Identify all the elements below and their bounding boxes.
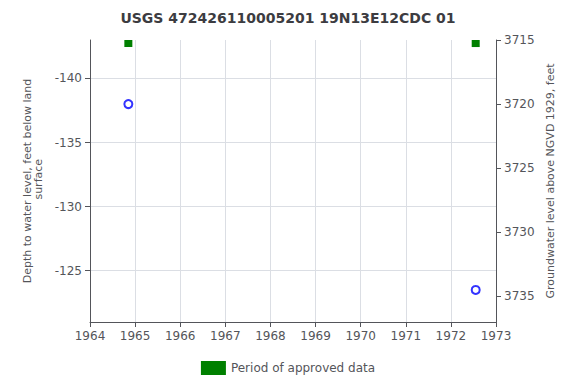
- svg-text:3730: 3730: [504, 225, 535, 239]
- svg-text:1971: 1971: [391, 329, 422, 343]
- svg-text:1965: 1965: [120, 329, 151, 343]
- svg-text:USGS 472426110005201 19N13E12C: USGS 472426110005201 19N13E12CDC 01: [120, 10, 455, 26]
- svg-text:1969: 1969: [300, 329, 331, 343]
- svg-text:-125: -125: [55, 264, 82, 278]
- svg-text:3735: 3735: [504, 289, 535, 303]
- svg-text:-130: -130: [55, 200, 82, 214]
- svg-text:Groundwater level above NGVD 1: Groundwater level above NGVD 1929, feet: [544, 63, 557, 299]
- svg-text:-135: -135: [55, 136, 82, 150]
- svg-text:Depth to water level, feet bel: Depth to water level, feet below land: [20, 78, 34, 284]
- svg-text:3725: 3725: [504, 161, 535, 175]
- svg-text:1964: 1964: [75, 329, 106, 343]
- svg-text:1967: 1967: [210, 329, 241, 343]
- svg-text:1966: 1966: [165, 329, 196, 343]
- svg-text:-140: -140: [55, 71, 82, 85]
- svg-text:1973: 1973: [481, 329, 512, 343]
- svg-text:1970: 1970: [345, 329, 376, 343]
- svg-text:Period of approved data: Period of approved data: [231, 361, 375, 375]
- svg-text:1968: 1968: [255, 329, 286, 343]
- svg-text:surface: surface: [32, 159, 45, 203]
- svg-text:3720: 3720: [504, 97, 535, 111]
- svg-text:1972: 1972: [436, 329, 467, 343]
- svg-text:3715: 3715: [504, 33, 535, 47]
